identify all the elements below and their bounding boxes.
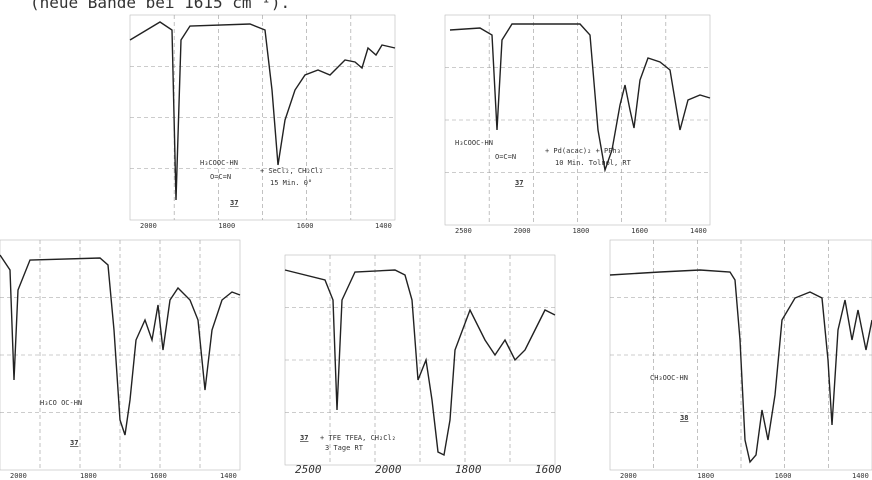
compound-number: 37 xyxy=(515,179,523,187)
compound-number: 37 xyxy=(230,199,238,207)
formula: CH₃OOC-HN xyxy=(650,374,688,382)
x-axis-label: 1800 xyxy=(573,227,590,235)
compound-number: 37 xyxy=(300,434,308,442)
x-axis-label: 2000 xyxy=(140,222,157,230)
x-axis-label: 1600 xyxy=(150,472,167,480)
spectrum-curve xyxy=(609,269,872,464)
x-axis-label: 1600 xyxy=(631,227,648,235)
x-axis-label: 1600 xyxy=(535,463,562,476)
conditions: 3 Tage RT xyxy=(325,444,364,452)
formula: H₃CO OC-HN xyxy=(40,399,82,407)
compound-number: 38 xyxy=(680,414,688,422)
x-axis-label: 2000 xyxy=(514,227,531,235)
x-axis-label: 1800 xyxy=(455,463,482,476)
x-axis-label: 2500 xyxy=(295,463,322,476)
reagent: + TFE TFEA, CH₂Cl₂ xyxy=(320,434,396,442)
reagent: + SeCl₂, CH₂Cl₂ xyxy=(260,167,323,175)
x-axis-label: 1600 xyxy=(775,472,792,480)
x-axis-label: 1400 xyxy=(375,222,392,230)
reagent: + Pd(acac)₂ + PPh₃ xyxy=(545,147,621,155)
x-axis-label: 1400 xyxy=(852,472,869,480)
compound-number: 37 xyxy=(70,439,78,447)
formula: H₃COOC-HN xyxy=(455,139,493,147)
x-axis-label: 1600 xyxy=(297,222,314,230)
x-axis-label: 1400 xyxy=(220,472,237,480)
conditions: 15 Min. 0° xyxy=(270,179,312,187)
x-axis-label: 1800 xyxy=(80,472,97,480)
conditions: 10 Min. Toluol, RT xyxy=(555,159,632,167)
spectrum-curve xyxy=(449,23,711,173)
x-axis-label: 2000 xyxy=(620,472,637,480)
formula: H₃COOC-HN xyxy=(200,159,238,167)
spectrum-curve xyxy=(129,21,396,201)
formula: O=C=N xyxy=(210,173,231,181)
header-text: (neue Bande bei 1615 cm⁻¹). xyxy=(30,0,290,12)
x-axis-label: 2000 xyxy=(10,472,27,480)
formula: O=C=N xyxy=(495,153,516,161)
spectrum-curve xyxy=(284,269,556,457)
x-axis-label: 1400 xyxy=(690,227,707,235)
x-axis-label: 2000 xyxy=(375,463,402,476)
x-axis-label: 1800 xyxy=(697,472,714,480)
x-axis-label: 1800 xyxy=(218,222,235,230)
x-axis-label: 2500 xyxy=(455,227,472,235)
spectrum-curve xyxy=(0,254,241,436)
